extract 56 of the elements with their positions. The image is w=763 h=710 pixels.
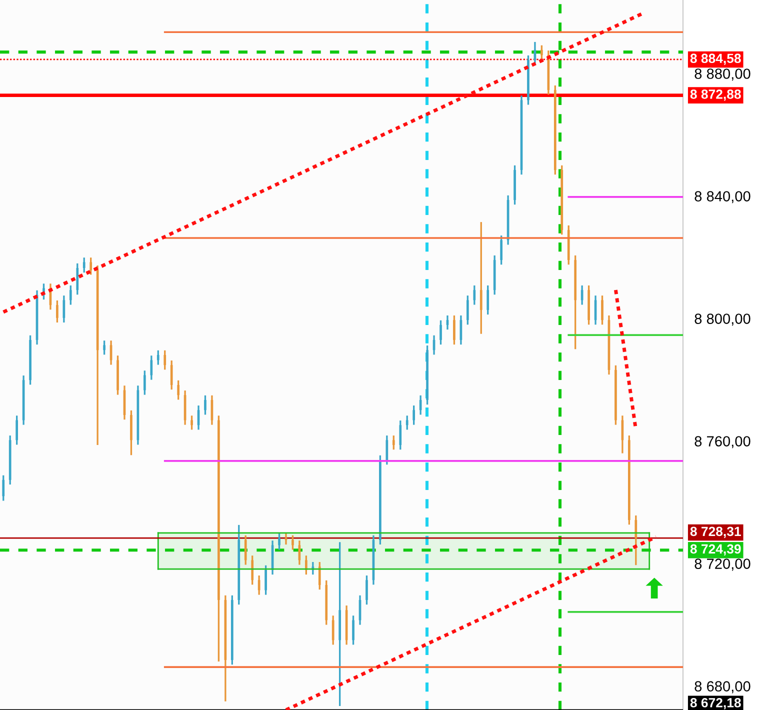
- candlestick: [204, 394, 206, 416]
- candlestick: [69, 284, 72, 306]
- candlestick: [190, 414, 193, 431]
- candlestick: [156, 350, 160, 366]
- candlestick: [164, 350, 166, 371]
- candlestick: [392, 434, 395, 450]
- candlestick: [338, 541, 341, 707]
- candlestick: [90, 256, 92, 276]
- candlestick: [500, 234, 502, 266]
- candlestick: [2, 474, 5, 502]
- y-tick-label: 8 880,00: [694, 68, 750, 81]
- candlestick: [366, 574, 368, 606]
- y-tick-label: 8 800,00: [694, 314, 750, 326]
- ref-line-label: 8 724,39: [690, 544, 741, 556]
- candlestick: [292, 534, 294, 551]
- candlestick: [284, 532, 288, 546]
- candlestick: [399, 420, 402, 450]
- candlestick: [143, 370, 146, 396]
- candlestick: [386, 434, 388, 466]
- y-tick-label: 8 680,00: [694, 681, 750, 694]
- candlestick: [170, 360, 173, 390]
- candlestick: [62, 294, 66, 324]
- ref-line-label: 8 728,31: [690, 526, 741, 538]
- ref-line-label: 8 672,18: [690, 698, 741, 710]
- candlestick: [318, 561, 321, 590]
- candlestick: [540, 44, 543, 61]
- candlestick: [304, 554, 308, 576]
- candlestick: [332, 614, 334, 646]
- candlestick: [352, 614, 354, 646]
- candlestick: [130, 410, 132, 456]
- candlestick: [251, 554, 254, 586]
- y-tick-label: 8 760,00: [694, 436, 750, 448]
- candlestick: [453, 314, 456, 346]
- candlestick: [480, 221, 482, 335]
- candlestick: [244, 534, 247, 566]
- candlestick: [440, 320, 442, 346]
- candlestick: [82, 256, 86, 274]
- candlestick: [601, 294, 604, 326]
- y-tick-label: 8 720,00: [694, 558, 750, 571]
- candlestick: [16, 414, 18, 446]
- candlestick: [278, 532, 280, 551]
- candlestick: [473, 284, 476, 306]
- candlestick: [264, 564, 267, 596]
- candlestick: [150, 354, 153, 381]
- y-tick-label: 8 840,00: [694, 191, 750, 204]
- ref-line-label: 8 884,58: [690, 54, 741, 65]
- candlestick: [634, 514, 638, 566]
- candlestick: [412, 404, 416, 426]
- candlestick: [177, 380, 180, 401]
- candlestick: [103, 340, 106, 356]
- candlestick: [486, 284, 490, 316]
- candlestick: [406, 414, 408, 431]
- candlestick: [56, 300, 58, 324]
- ref-line-label: 8 872,88: [690, 90, 741, 101]
- candlestick: [76, 262, 79, 296]
- candlestick: [466, 294, 469, 326]
